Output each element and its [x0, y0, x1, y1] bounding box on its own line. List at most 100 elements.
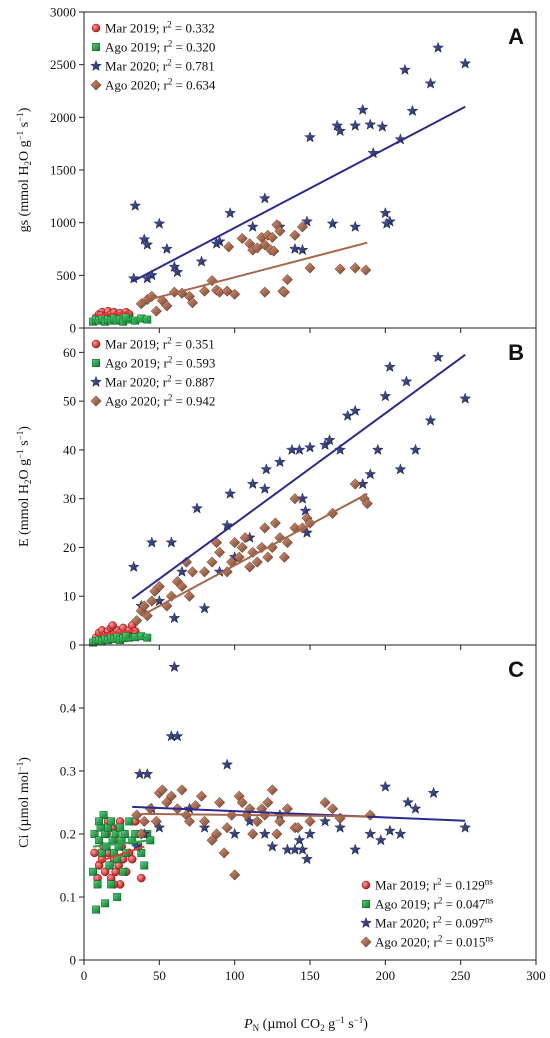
data-point: [131, 809, 143, 821]
data-point: [102, 842, 111, 851]
data-point: [105, 861, 114, 870]
data-point: [424, 414, 437, 426]
legend-label: Mar 2020; r2 = 0.781: [105, 58, 215, 74]
data-point: [101, 899, 110, 908]
data-point: [281, 537, 293, 549]
data-point: [331, 119, 343, 131]
y-tick-label: 500: [57, 268, 77, 283]
data-point: [95, 817, 104, 826]
data-point: [349, 119, 362, 131]
data-point: [304, 441, 316, 453]
data-point: [90, 830, 99, 838]
data-point: [266, 784, 278, 796]
data-point: [296, 221, 309, 233]
y-tick-label: 1000: [50, 215, 76, 230]
data-point: [269, 517, 281, 529]
data-point: [374, 834, 387, 846]
data-point: [153, 217, 166, 229]
data-point: [111, 830, 120, 838]
trend-line: [92, 636, 151, 644]
data-point: [383, 360, 396, 373]
data-point: [224, 487, 237, 499]
data-point: [432, 351, 444, 363]
data-point: [211, 828, 223, 840]
data-point: [380, 217, 393, 229]
data-point: [301, 853, 313, 865]
y-tick-label: 0: [70, 953, 77, 968]
data-point: [186, 566, 199, 578]
data-point: [334, 124, 347, 137]
data-point: [304, 262, 316, 274]
data-point: [379, 207, 392, 219]
data-point: [138, 815, 150, 827]
data-point: [138, 233, 151, 245]
x-tick-label: 300: [526, 968, 546, 983]
data-point: [168, 260, 181, 272]
svg-text:E (mmol H2O g−1 s−1): E (mmol H2O g−1 s−1): [15, 426, 33, 547]
data-point: [171, 265, 184, 278]
legend-label: Mar 2019; r2 = 0.129ns: [375, 877, 493, 893]
y-tick-label: 1500: [50, 163, 76, 178]
data-point: [156, 784, 168, 796]
data-point: [183, 590, 196, 602]
data-point: [293, 834, 306, 846]
data-point: [349, 478, 361, 490]
data-point: [427, 786, 440, 799]
data-point: [304, 517, 316, 529]
data-point: [116, 823, 125, 832]
legend-marker: [90, 79, 102, 91]
x-tick-label: 50: [153, 968, 166, 983]
y-tick-label: 2000: [50, 110, 76, 125]
data-point: [176, 784, 188, 796]
data-point: [138, 600, 150, 612]
data-point: [304, 827, 316, 839]
trend-line: [141, 241, 368, 303]
legend-marker: [91, 339, 101, 349]
data-point: [409, 802, 422, 814]
data-point: [239, 532, 251, 544]
data-point: [229, 537, 241, 549]
data-point: [356, 103, 369, 115]
data-point: [259, 522, 271, 534]
panel-label: B: [508, 340, 524, 365]
data-point: [206, 556, 218, 568]
y-tick-label: 3000: [50, 5, 76, 20]
data-point: [459, 392, 472, 404]
data-point: [141, 238, 154, 250]
data-point: [326, 217, 339, 229]
y-tick-label: 50: [63, 394, 76, 409]
data-point: [229, 288, 241, 300]
data-point: [198, 602, 211, 614]
data-point: [281, 273, 293, 286]
data-point: [189, 800, 202, 812]
legend-label: Ago 2019; r2 = 0.047ns: [375, 896, 494, 912]
data-point: [360, 264, 372, 276]
data-point: [246, 477, 259, 490]
data-point: [206, 834, 218, 846]
data-point: [289, 229, 301, 241]
data-point: [89, 867, 97, 876]
data-point: [268, 245, 280, 257]
data-point: [327, 803, 339, 815]
data-point: [258, 192, 271, 204]
panel-label: C: [508, 657, 524, 682]
legend: Mar 2019; r2 = 0.129ns Ago 2019; r2 = 0.0…: [360, 877, 494, 950]
series-ago-2020: [131, 784, 376, 881]
data-point: [165, 536, 178, 548]
panel-label: A: [508, 24, 524, 49]
data-point: [258, 827, 271, 839]
data-point: [125, 817, 134, 826]
data-point: [383, 824, 396, 836]
data-point: [334, 263, 346, 275]
series-mar-2020: [127, 351, 472, 624]
data-point: [176, 565, 188, 577]
data-point: [120, 830, 129, 838]
y-axis-label: gs (mmol H2O g−1 s−1): [15, 107, 33, 232]
trend-line: [131, 354, 466, 600]
data-point: [244, 561, 256, 573]
data-point: [218, 847, 230, 859]
data-point: [107, 880, 116, 889]
data-point: [402, 796, 414, 808]
y-axis-label: E (mmol H2O g−1 s−1): [15, 426, 33, 547]
svg-text:gs (mmol H2O g−1 s−1): gs (mmol H2O g−1 s−1): [15, 107, 33, 232]
